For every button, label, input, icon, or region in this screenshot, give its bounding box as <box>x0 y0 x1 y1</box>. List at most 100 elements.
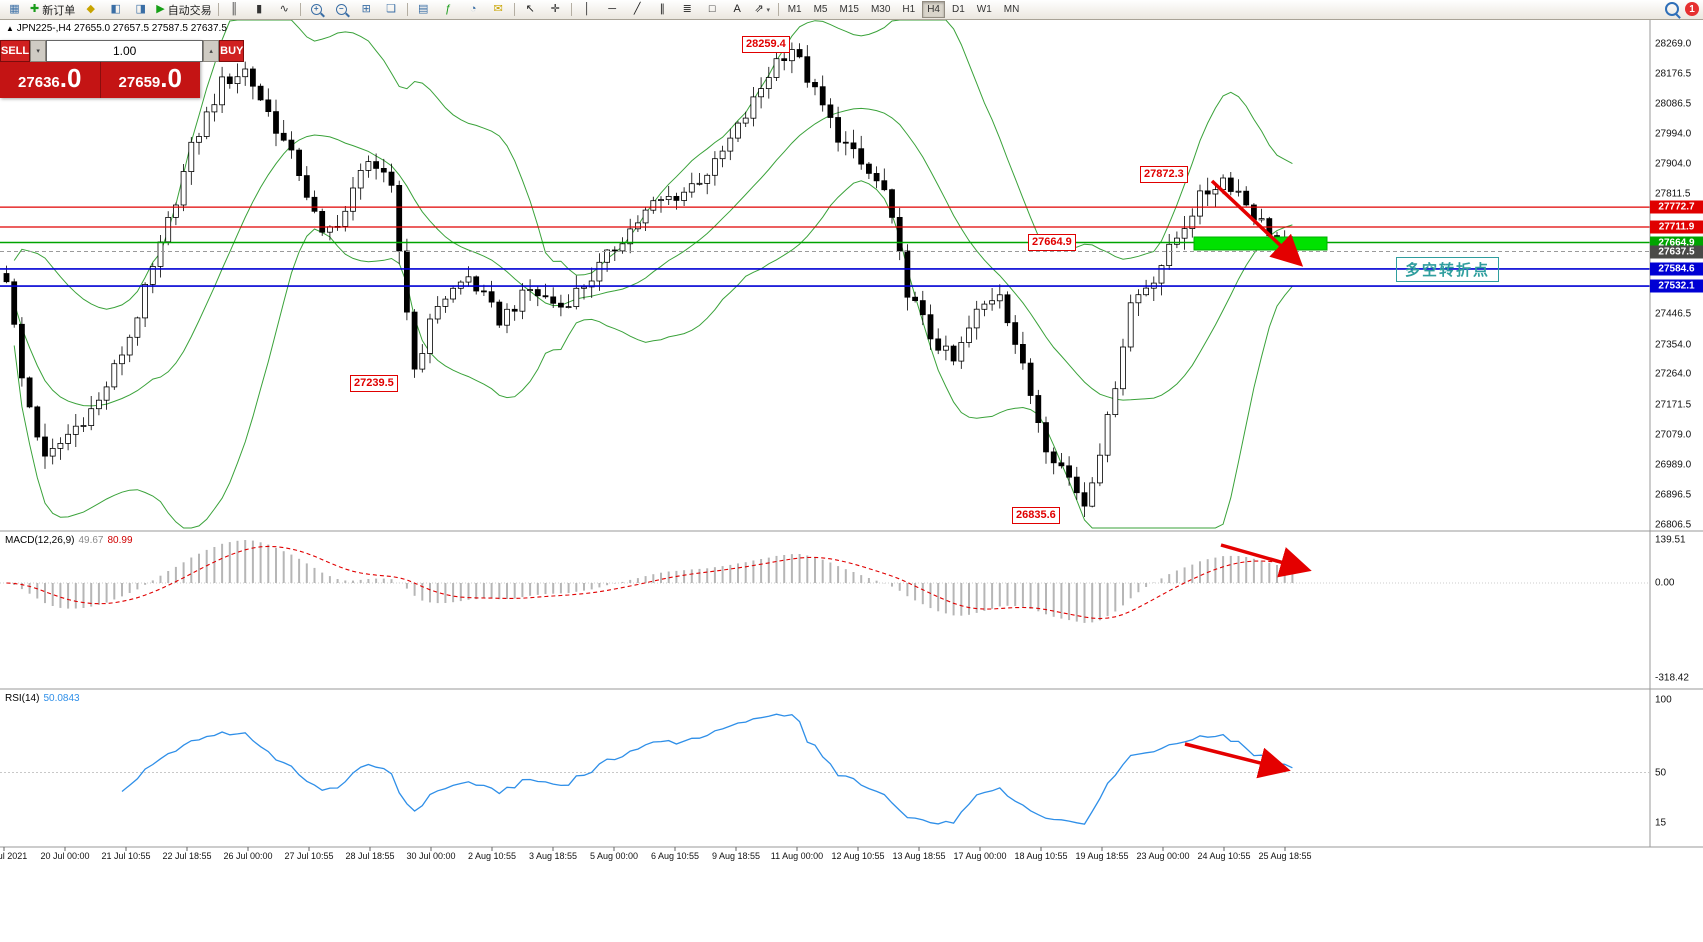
zoom-out-icon: − <box>335 4 347 15</box>
candle-body <box>519 289 526 312</box>
notification-badge[interactable]: 1 <box>1685 2 1699 16</box>
candle-body <box>80 425 87 427</box>
timeframe-h4[interactable]: H4 <box>922 1 945 18</box>
candle-body <box>396 184 403 252</box>
channel-tool-button[interactable]: ∥ <box>650 1 675 18</box>
line-chart-mode-button[interactable]: ∿ <box>272 1 297 18</box>
price-annotation[interactable]: 26835.6 <box>1012 507 1060 524</box>
sell-button[interactable]: SELL <box>0 40 31 62</box>
price-annotation[interactable]: 27239.5 <box>350 375 398 392</box>
search-icon[interactable] <box>1665 2 1679 16</box>
candle-body <box>365 161 372 171</box>
data-window-button[interactable]: ◨ <box>128 1 153 18</box>
highlight-zone[interactable] <box>1193 236 1328 251</box>
rsi-title: RSI(14) <box>5 693 40 704</box>
candle-body <box>765 77 772 90</box>
timeframe-m1[interactable]: M1 <box>787 4 802 15</box>
new-chart-button[interactable]: ▦ <box>2 1 27 18</box>
price-annotation[interactable]: 28259.4 <box>742 36 790 53</box>
horizontal-line-tool-button[interactable]: ─ <box>600 1 625 18</box>
shapes-tool-button[interactable]: □ <box>700 1 725 18</box>
macd-indicator-label: MACD(12,26,9) 49.67 80.99 <box>5 535 133 546</box>
rsi-line <box>121 713 1293 825</box>
candle-body <box>889 189 895 218</box>
timeframe-h1[interactable]: H1 <box>902 4 916 15</box>
candle-body <box>804 56 811 83</box>
candle-body <box>280 132 287 141</box>
alerts-button[interactable]: ✉ <box>486 1 511 18</box>
candle-body <box>296 149 303 177</box>
new-order-button[interactable]: ✚ 新订单 <box>27 1 78 18</box>
trend-arrow[interactable] <box>1220 543 1312 578</box>
timeframe-mn[interactable]: MN <box>1003 4 1020 15</box>
price-tag: 27711.9 <box>1650 220 1703 234</box>
candle-body <box>673 195 680 201</box>
fibonacci-tool-button[interactable]: ≣ <box>675 1 700 18</box>
volume-up-icon[interactable]: ▴ <box>203 40 220 62</box>
zoom-out-button[interactable]: − <box>329 1 354 18</box>
text-tool-button[interactable]: A <box>725 1 750 18</box>
date-label: 19 Aug 18:55 <box>1075 851 1129 861</box>
timeframe-w1[interactable]: W1 <box>976 4 992 15</box>
candle-body <box>157 241 164 267</box>
buy-price-main: 27659 <box>118 74 161 91</box>
turning-point-note[interactable]: 多空转折点 <box>1396 257 1500 282</box>
tile-windows-button[interactable]: ❏ <box>379 1 404 18</box>
cursor-button[interactable]: ↖ <box>518 1 543 18</box>
templates-button[interactable]: ▤ <box>411 1 436 18</box>
candle-body <box>827 104 834 118</box>
toolbar-separator <box>570 3 572 16</box>
sell-price-pips: .0 <box>59 63 82 93</box>
candle-body <box>419 353 426 370</box>
grid-button[interactable]: ⊞ <box>354 1 379 18</box>
candle-body <box>973 308 980 329</box>
candlestick-mode-button[interactable]: ▮ <box>247 1 272 18</box>
autotrading-button[interactable]: ▶ 自动交易 <box>153 1 214 18</box>
trend-arrow[interactable] <box>1210 179 1304 267</box>
buy-price[interactable]: 27659.0 <box>99 62 201 98</box>
candle-body <box>1174 237 1180 245</box>
volume-down-icon[interactable]: ▾ <box>30 40 47 62</box>
candle-body <box>1112 388 1119 416</box>
candle-body <box>480 290 487 293</box>
vertical-line-tool-button[interactable]: │ <box>575 1 600 18</box>
candle-body <box>242 68 249 78</box>
buy-button[interactable]: BUY <box>219 40 245 62</box>
candle-body <box>65 433 71 444</box>
candle-body <box>1043 422 1049 453</box>
trade-panel-top-row: SELL ▾ ▴ BUY <box>0 40 245 62</box>
period-converter-button[interactable]: ◔ <box>461 1 486 18</box>
candle-body <box>1027 362 1034 396</box>
candle-body <box>473 276 480 292</box>
price-axis-label: 28176.5 <box>1655 68 1692 80</box>
candle-body <box>1197 190 1203 217</box>
candle-body <box>1035 395 1042 424</box>
timeframe-d1[interactable]: D1 <box>952 4 965 15</box>
symbol-ohlc-text: JPN225-,H4 27655.0 27657.5 27587.5 27637… <box>16 23 227 34</box>
volume-input[interactable] <box>46 40 204 62</box>
timeframe-m30[interactable]: M30 <box>870 4 891 15</box>
zoom-in-button[interactable]: + <box>304 1 329 18</box>
timeframe-m15[interactable]: M15 <box>839 4 859 15</box>
profiles-button[interactable]: ◆ <box>78 1 103 18</box>
candle-body <box>650 200 657 211</box>
arrows-tool-button[interactable]: ⇗ ▾ <box>750 1 775 18</box>
price-tag: 27772.7 <box>1650 200 1703 214</box>
trend-arrow[interactable] <box>1184 742 1291 779</box>
candle-body <box>704 174 711 184</box>
bar-chart-mode-button[interactable]: ║ <box>222 1 247 18</box>
trendline-tool-button[interactable]: ╱ <box>625 1 650 18</box>
price-annotation[interactable]: 27664.9 <box>1028 234 1076 251</box>
candle-body <box>735 122 741 139</box>
sell-price[interactable]: 27636.0 <box>0 62 100 98</box>
market-watch-button[interactable]: ◧ <box>103 1 128 18</box>
indicators-button[interactable]: ƒ <box>436 1 461 18</box>
zoom-out-sign: − <box>338 4 344 13</box>
timeframe-m5[interactable]: M5 <box>813 4 828 15</box>
candle-body <box>1204 190 1211 195</box>
crosshair-button[interactable]: ✛ <box>543 1 568 18</box>
candle-body <box>342 210 349 227</box>
candle-body <box>773 58 780 78</box>
price-annotation[interactable]: 27872.3 <box>1140 166 1188 183</box>
